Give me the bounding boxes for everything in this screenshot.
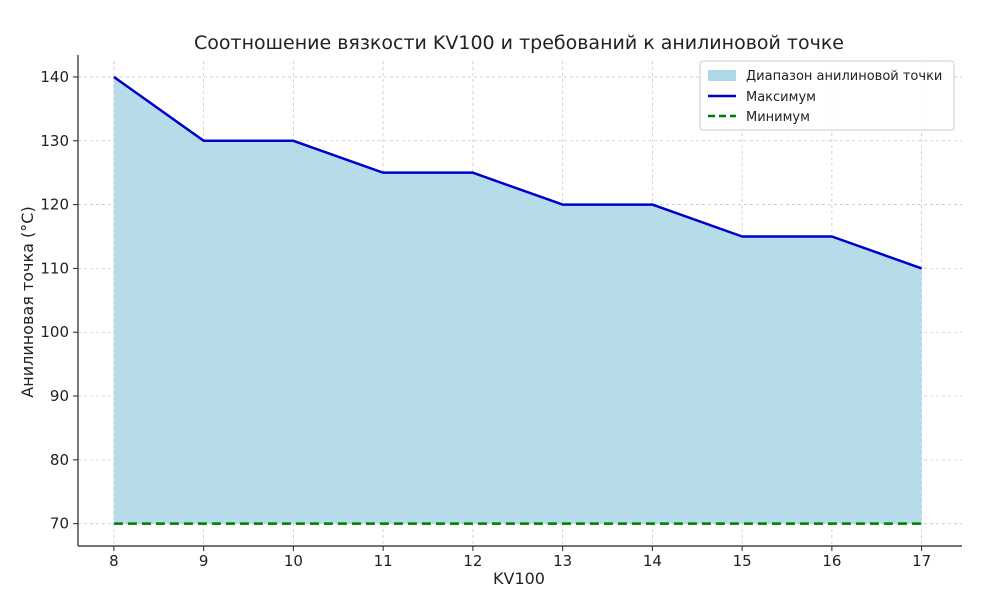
x-tick-label-10: 10 (284, 552, 303, 570)
x-tick-label-8: 8 (109, 552, 119, 570)
x-tick-label-14: 14 (643, 552, 662, 570)
series-layer (113, 75, 923, 525)
legend-label-min: Минимум (746, 110, 810, 125)
y-tick-label-130: 130 (40, 132, 69, 150)
range-fill-area (113, 76, 922, 524)
x-tick-label-16: 16 (822, 552, 841, 570)
x-axis-label: KV100 (493, 569, 545, 588)
legend: Диапазон анилиновой точки Максимум Миним… (699, 60, 955, 131)
y-tick-label-110: 110 (40, 259, 69, 277)
series-line-max (113, 75, 923, 270)
x-tick-label-13: 13 (553, 552, 572, 570)
legend-label-fill: Диапазон анилиновой точки (746, 69, 942, 84)
x-tick-label-9: 9 (199, 552, 209, 570)
chart-title: Соотношение вязкости KV100 и требований … (194, 32, 844, 54)
y-tick-label-100: 100 (40, 323, 69, 341)
axes (77, 55, 962, 547)
x-tick-label-11: 11 (374, 552, 393, 570)
y-tick-label-80: 80 (50, 451, 69, 469)
y-tick-label-120: 120 (40, 196, 69, 214)
x-tick-label-15: 15 (733, 552, 752, 570)
legend-label-max: Максимум (746, 90, 816, 105)
y-tick-label-90: 90 (50, 387, 69, 405)
ticks: 8 9 10 11 12 13 14 15 16 17 70 80 90 100 110 120 130 140 (40, 68, 931, 570)
x-tick-label-17: 17 (912, 552, 931, 570)
y-tick-label-140: 140 (40, 68, 69, 86)
fill-layer (113, 76, 922, 524)
legend-swatch-fill (708, 70, 736, 81)
legend-box (699, 60, 955, 131)
y-tick-label-70: 70 (50, 515, 69, 533)
y-axis-label: Анилиновая точка (°C) (18, 206, 37, 397)
x-tick-label-12: 12 (463, 552, 482, 570)
